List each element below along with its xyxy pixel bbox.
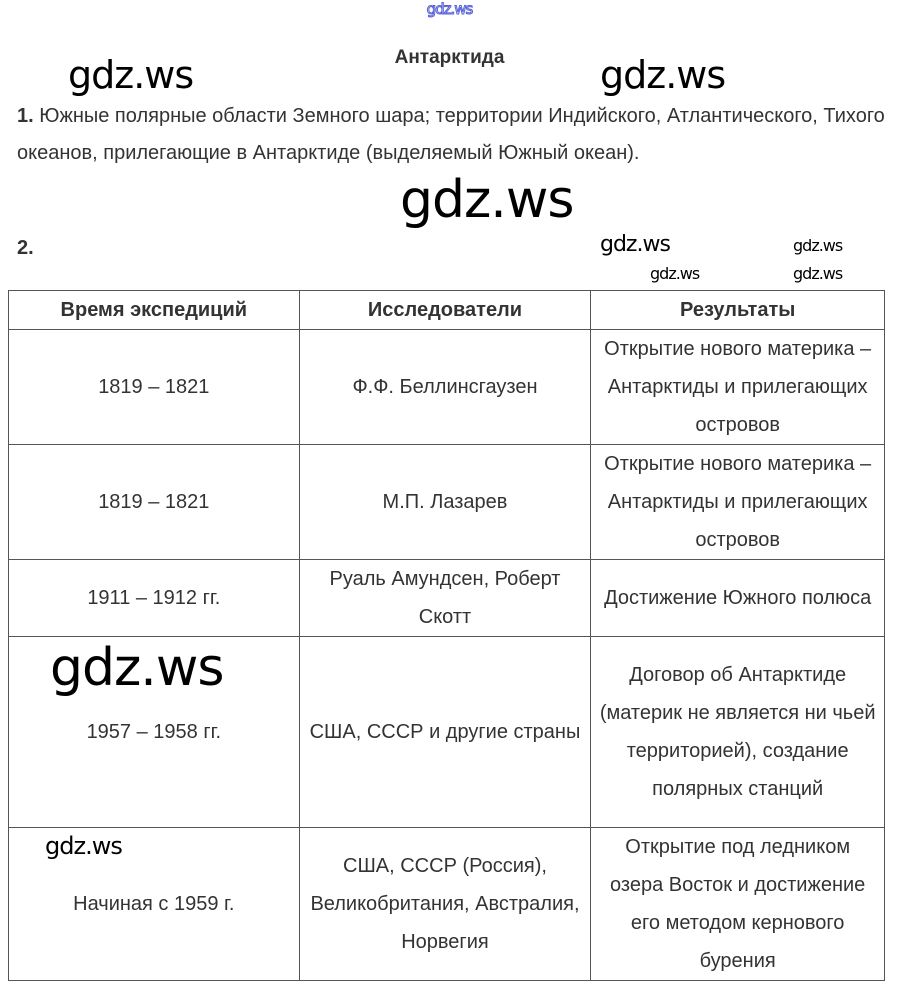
table-row: 1819 – 1821 М.П. Лазарев Открытие нового… xyxy=(8,444,885,560)
cell-explorers: США, СССР (Россия), Великобритания, Авст… xyxy=(298,827,592,981)
cell-time: Начиная с 1959 г. xyxy=(8,827,300,981)
cell-explorers: Ф.Ф. Беллинсгаузен xyxy=(298,329,592,445)
expeditions-table: Время экспедиций Исследователи Результат… xyxy=(8,290,885,981)
header-time: Время экспедиций xyxy=(8,290,300,330)
watermark: gdz.ws xyxy=(600,53,726,97)
answer-2-number: 2. xyxy=(17,237,34,259)
cell-results: Открытие под ледником озера Восток и дос… xyxy=(590,827,885,981)
header-results: Результаты xyxy=(590,290,885,330)
watermark: gdz.ws xyxy=(400,170,574,230)
watermark: gdz.ws xyxy=(600,232,671,257)
cell-explorers: М.П. Лазарев xyxy=(298,444,592,560)
cell-explorers: Руаль Амундсен, Роберт Скотт xyxy=(298,559,592,637)
table-header-row: Время экспедиций Исследователи Результат… xyxy=(8,290,885,330)
cell-time: 1819 – 1821 xyxy=(8,444,300,560)
answer-1: 1. Южные полярные области Земного шара; … xyxy=(17,98,887,172)
answer-1-text: Южные полярные области Земного шара; тер… xyxy=(17,105,885,164)
watermark: gdz.ws xyxy=(793,236,843,255)
header-explorers: Исследователи xyxy=(298,290,592,330)
cell-explorers: США, СССР и другие страны xyxy=(298,636,592,828)
cell-time: 1957 – 1958 гг. xyxy=(8,636,300,828)
table-row: 1819 – 1821 Ф.Ф. Беллинсгаузен Открытие … xyxy=(8,329,885,445)
cell-time: 1819 – 1821 xyxy=(8,329,300,445)
watermark: gdz.ws xyxy=(68,53,194,97)
cell-results: Открытие нового материка – Антарктиды и … xyxy=(590,444,885,560)
cell-time: 1911 – 1912 гг. xyxy=(8,559,300,637)
watermark: gdz.ws xyxy=(650,264,700,283)
cell-results: Открытие нового материка – Антарктиды и … xyxy=(590,329,885,445)
table-row: Начиная с 1959 г. США, СССР (Россия), Ве… xyxy=(8,827,885,981)
table-row: 1911 – 1912 гг. Руаль Амундсен, Роберт С… xyxy=(8,559,885,637)
table-row: 1957 – 1958 гг. США, СССР и другие стран… xyxy=(8,636,885,828)
answer-1-number: 1. xyxy=(17,105,34,127)
watermark: gdz.ws xyxy=(426,0,474,18)
watermark: gdz.ws xyxy=(50,638,224,698)
cell-results: Договор об Антарктиде (материк не являет… xyxy=(590,636,885,828)
page-title: Антарктида xyxy=(394,47,505,68)
cell-results: Достижение Южного полюса xyxy=(590,559,885,637)
watermark: gdz.ws xyxy=(45,832,123,860)
watermark: gdz.ws xyxy=(793,264,843,283)
